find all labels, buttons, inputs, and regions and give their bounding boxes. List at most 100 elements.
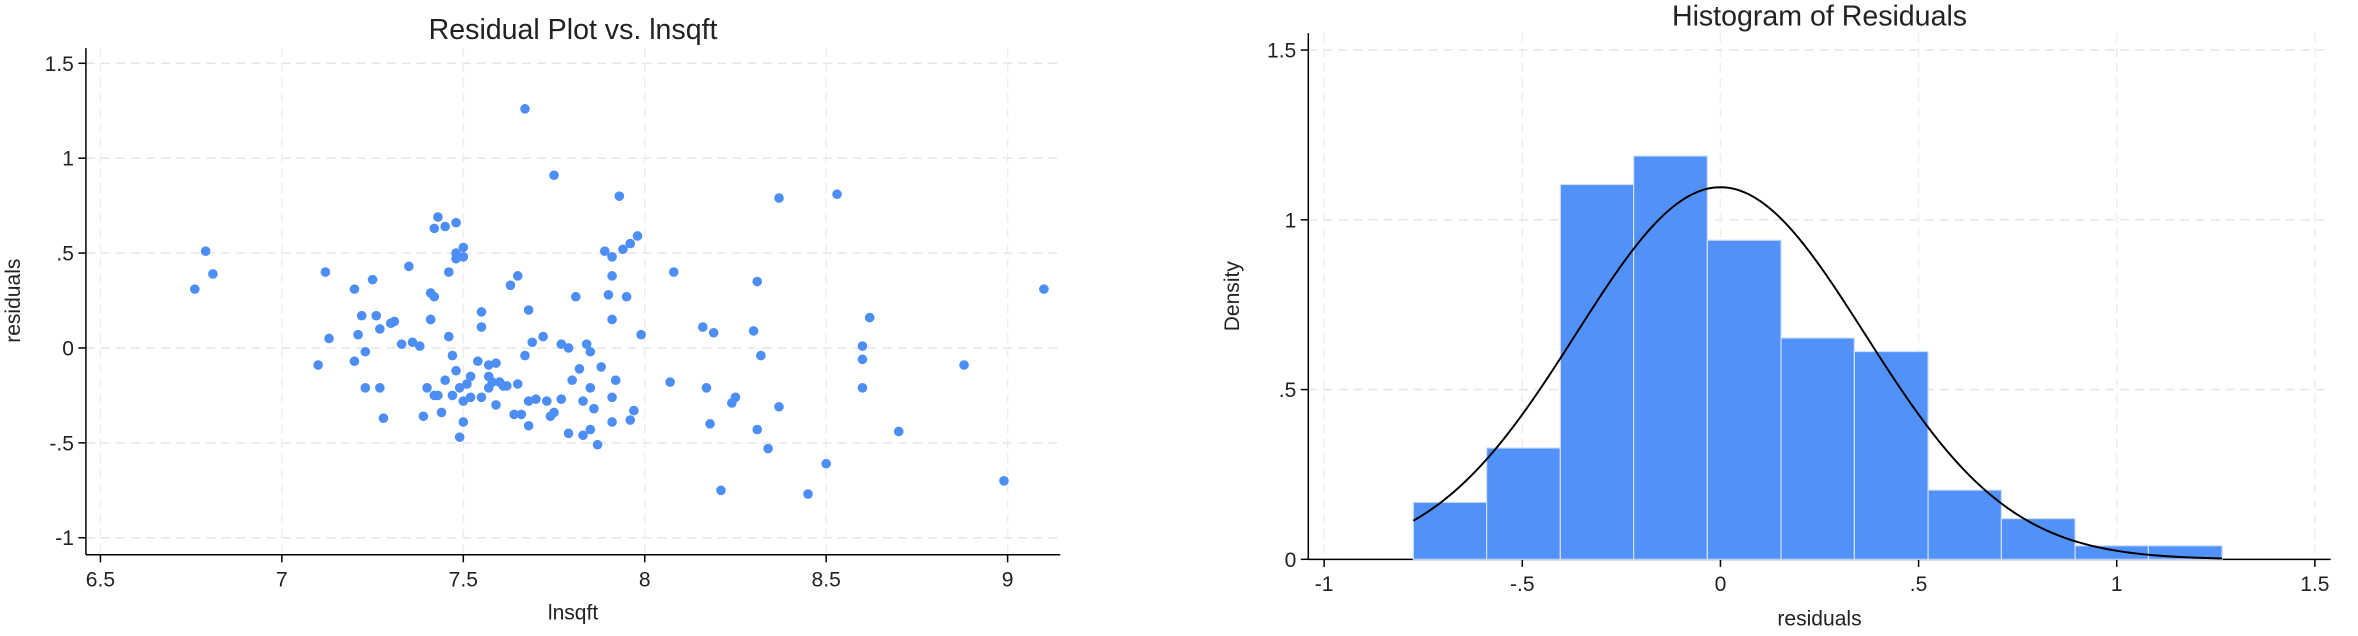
point xyxy=(404,261,414,272)
point xyxy=(407,337,418,348)
point xyxy=(629,405,639,416)
point xyxy=(324,333,334,344)
point xyxy=(509,409,519,420)
point xyxy=(505,280,516,291)
point xyxy=(607,417,617,427)
y-tick-label: -.5 xyxy=(49,432,74,455)
point xyxy=(574,364,585,374)
point xyxy=(360,382,371,393)
point xyxy=(803,489,813,499)
point xyxy=(603,290,614,300)
point xyxy=(857,354,868,365)
point xyxy=(581,339,592,349)
point xyxy=(367,274,378,285)
point xyxy=(396,339,407,349)
point xyxy=(600,246,610,256)
y-tick-label: 1.5 xyxy=(45,53,74,76)
point xyxy=(433,212,443,222)
point xyxy=(523,396,534,406)
bar xyxy=(1853,350,1929,560)
point xyxy=(389,316,400,327)
point xyxy=(701,382,712,393)
bar xyxy=(1633,155,1708,560)
x-tick-label: 0 xyxy=(1715,573,1727,596)
point xyxy=(476,307,487,317)
point xyxy=(483,360,494,370)
point xyxy=(705,419,715,429)
point xyxy=(748,326,759,336)
bar xyxy=(2074,545,2150,560)
point xyxy=(607,314,617,325)
point xyxy=(349,284,360,294)
point xyxy=(458,396,469,406)
point xyxy=(375,324,385,334)
point xyxy=(458,242,469,253)
point xyxy=(563,343,574,353)
point xyxy=(585,424,596,435)
y-tick-label: 0 xyxy=(1285,549,1297,572)
point xyxy=(541,396,552,406)
normal-curve xyxy=(1412,186,2223,560)
x-tick-label: 9 xyxy=(1002,568,1014,591)
point xyxy=(520,104,530,114)
point xyxy=(200,246,211,256)
point xyxy=(523,305,534,315)
point xyxy=(549,407,559,418)
point xyxy=(538,331,548,342)
x-tick-label: 1.5 xyxy=(2300,573,2329,596)
point xyxy=(567,375,577,386)
point xyxy=(208,269,218,279)
point xyxy=(476,322,487,332)
point xyxy=(429,291,440,302)
point xyxy=(436,407,447,418)
point xyxy=(502,381,512,391)
x-axis-title: residuals xyxy=(1777,607,1861,630)
bar xyxy=(1706,239,1782,560)
y-tick-label: 1.5 xyxy=(1267,40,1296,63)
point xyxy=(592,439,603,450)
point xyxy=(440,221,450,232)
point xyxy=(491,358,501,368)
point xyxy=(443,331,454,342)
point xyxy=(578,396,588,406)
point xyxy=(563,428,574,439)
point xyxy=(414,341,425,351)
point xyxy=(857,341,868,351)
point xyxy=(716,485,726,496)
point xyxy=(433,390,443,401)
y-tick-label: .5 xyxy=(1279,379,1297,402)
point xyxy=(756,350,766,361)
y-axis-title: residuals xyxy=(2,259,25,343)
point xyxy=(607,392,617,403)
bar xyxy=(1927,489,2003,560)
point xyxy=(465,371,476,382)
point xyxy=(440,375,450,386)
point xyxy=(625,238,636,249)
point xyxy=(422,382,432,393)
x-tick-label: 7.5 xyxy=(449,568,478,591)
point xyxy=(585,382,596,393)
point xyxy=(578,430,588,441)
y-tick-label: 1 xyxy=(62,148,74,171)
point xyxy=(531,394,541,405)
x-tick-label: 6.5 xyxy=(86,568,115,591)
y-tick-label: -1 xyxy=(55,527,74,550)
point xyxy=(451,217,461,228)
point xyxy=(774,401,784,412)
chart-title: Residual Plot vs. lnsqft xyxy=(429,14,718,46)
point xyxy=(451,248,461,258)
point xyxy=(356,310,367,321)
point xyxy=(774,193,784,203)
point xyxy=(697,322,708,332)
point xyxy=(607,252,617,262)
point xyxy=(730,392,741,403)
point xyxy=(360,346,371,357)
point xyxy=(832,189,842,200)
point xyxy=(708,327,719,338)
y-tick-label: .5 xyxy=(56,243,74,266)
point xyxy=(512,379,523,389)
point xyxy=(520,350,530,361)
point xyxy=(556,394,567,405)
point xyxy=(418,411,429,422)
